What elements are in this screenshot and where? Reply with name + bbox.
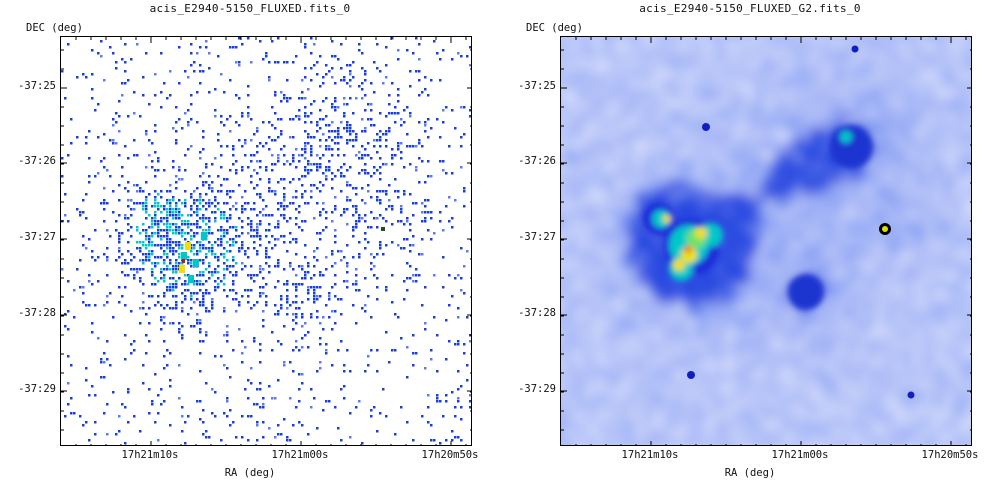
left-x-tick-1: 17h21m10s <box>121 449 179 461</box>
left-panel: acis_E2940-5150_FLUXED.fits_0 DEC (deg) … <box>18 2 479 479</box>
right-y-tick-2: -37:26 <box>518 155 556 167</box>
point-source-core <box>882 226 888 232</box>
emission-region <box>643 125 873 310</box>
point-source <box>381 227 385 231</box>
left-image-frame[interactable] <box>60 36 472 446</box>
right-x-tick-3: 17h20m50s <box>921 449 979 461</box>
smoothed-background <box>561 37 971 445</box>
right-x-tick-2: 17h21m00s <box>771 449 829 461</box>
left-y-tick-4: -37:28 <box>18 307 56 319</box>
raw-count-pixels <box>61 37 471 445</box>
right-panel-title: acis_E2940-5150_FLUXED_G2.fits_0 <box>639 2 861 15</box>
left-ra-axis-label: RA (deg) <box>224 467 276 479</box>
right-y-tick-3: -37:27 <box>518 231 556 243</box>
bright-core <box>179 232 207 283</box>
left-image-canvas[interactable] <box>61 37 472 446</box>
right-x-tick-1: 17h21m10s <box>621 449 679 461</box>
left-y-tick-5: -37:29 <box>18 383 56 395</box>
right-y-tick-1: -37:25 <box>518 80 556 92</box>
left-x-tick-2: 17h21m00s <box>271 449 329 461</box>
left-y-tick-3: -37:27 <box>18 231 56 243</box>
left-panel-title: acis_E2940-5150_FLUXED.fits_0 <box>149 2 351 15</box>
left-y-tick-2: -37:26 <box>18 155 56 167</box>
right-image-canvas[interactable] <box>561 37 972 446</box>
left-dec-axis-label: DEC (deg) <box>26 22 83 34</box>
right-y-tick-5: -37:29 <box>518 383 556 395</box>
compact-source <box>687 371 695 379</box>
compact-source <box>702 123 710 131</box>
compact-source <box>907 391 915 399</box>
right-dec-axis-label: DEC (deg) <box>526 22 583 34</box>
right-image-frame[interactable] <box>560 36 972 446</box>
right-y-tick-4: -37:28 <box>518 307 556 319</box>
left-x-tick-3: 17h20m50s <box>421 449 479 461</box>
compact-source <box>851 45 859 53</box>
right-panel: acis_E2940-5150_FLUXED_G2.fits_0 DEC (de… <box>500 0 1000 483</box>
left-y-tick-1: -37:25 <box>18 80 56 92</box>
right-ra-axis-label: RA (deg) <box>724 467 776 479</box>
